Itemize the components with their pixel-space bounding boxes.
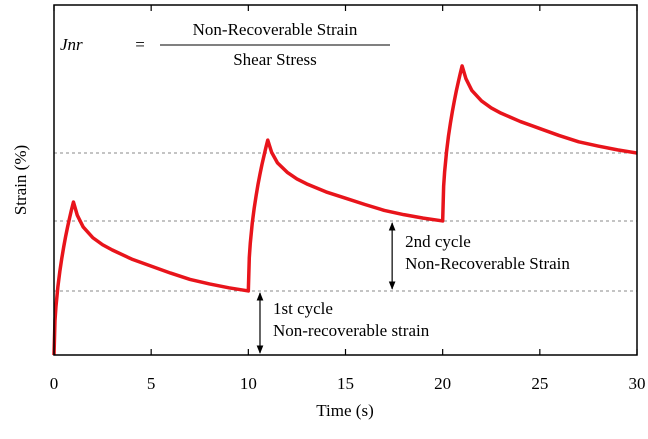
plot-frame <box>53 4 638 356</box>
formula-numerator: Non-Recoverable Strain <box>193 20 358 39</box>
annotation-text: Non-recoverable strain <box>273 321 430 340</box>
x-tick-label: 20 <box>434 374 451 393</box>
data-line <box>52 64 638 356</box>
x-tick-label: 10 <box>240 374 257 393</box>
x-tick-label: 15 <box>337 374 354 393</box>
annotation-text: 2nd cycle <box>405 232 471 251</box>
x-tick-label: 5 <box>147 374 156 393</box>
x-tick-label: 25 <box>531 374 548 393</box>
formula-equals: = <box>135 35 145 54</box>
x-tick-label: 30 <box>629 374 646 393</box>
x-tick-label: 0 <box>50 374 59 393</box>
formula-denominator: Shear Stress <box>233 50 317 69</box>
y-axis-label: Strain (%) <box>11 145 30 215</box>
annotation-text: 1st cycle <box>273 299 333 318</box>
formula-lhs: Jnr <box>60 35 83 54</box>
annotation-text: Non-Recoverable Strain <box>405 254 570 273</box>
x-axis-label: Time (s) <box>316 401 373 420</box>
